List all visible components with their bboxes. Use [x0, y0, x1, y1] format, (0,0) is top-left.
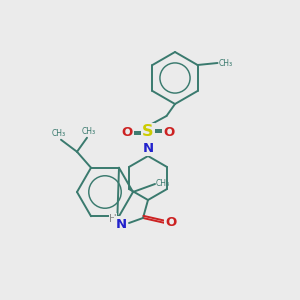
- Text: O: O: [165, 217, 177, 230]
- Text: CH₃: CH₃: [218, 58, 233, 68]
- Text: N: N: [142, 142, 154, 154]
- Text: N: N: [116, 218, 127, 230]
- Text: H: H: [109, 214, 117, 224]
- Text: O: O: [122, 125, 133, 139]
- Text: CH₃: CH₃: [82, 127, 96, 136]
- Text: S: S: [142, 124, 154, 140]
- Text: CH₃: CH₃: [156, 179, 170, 188]
- Text: CH₃: CH₃: [52, 129, 66, 138]
- Text: O: O: [164, 125, 175, 139]
